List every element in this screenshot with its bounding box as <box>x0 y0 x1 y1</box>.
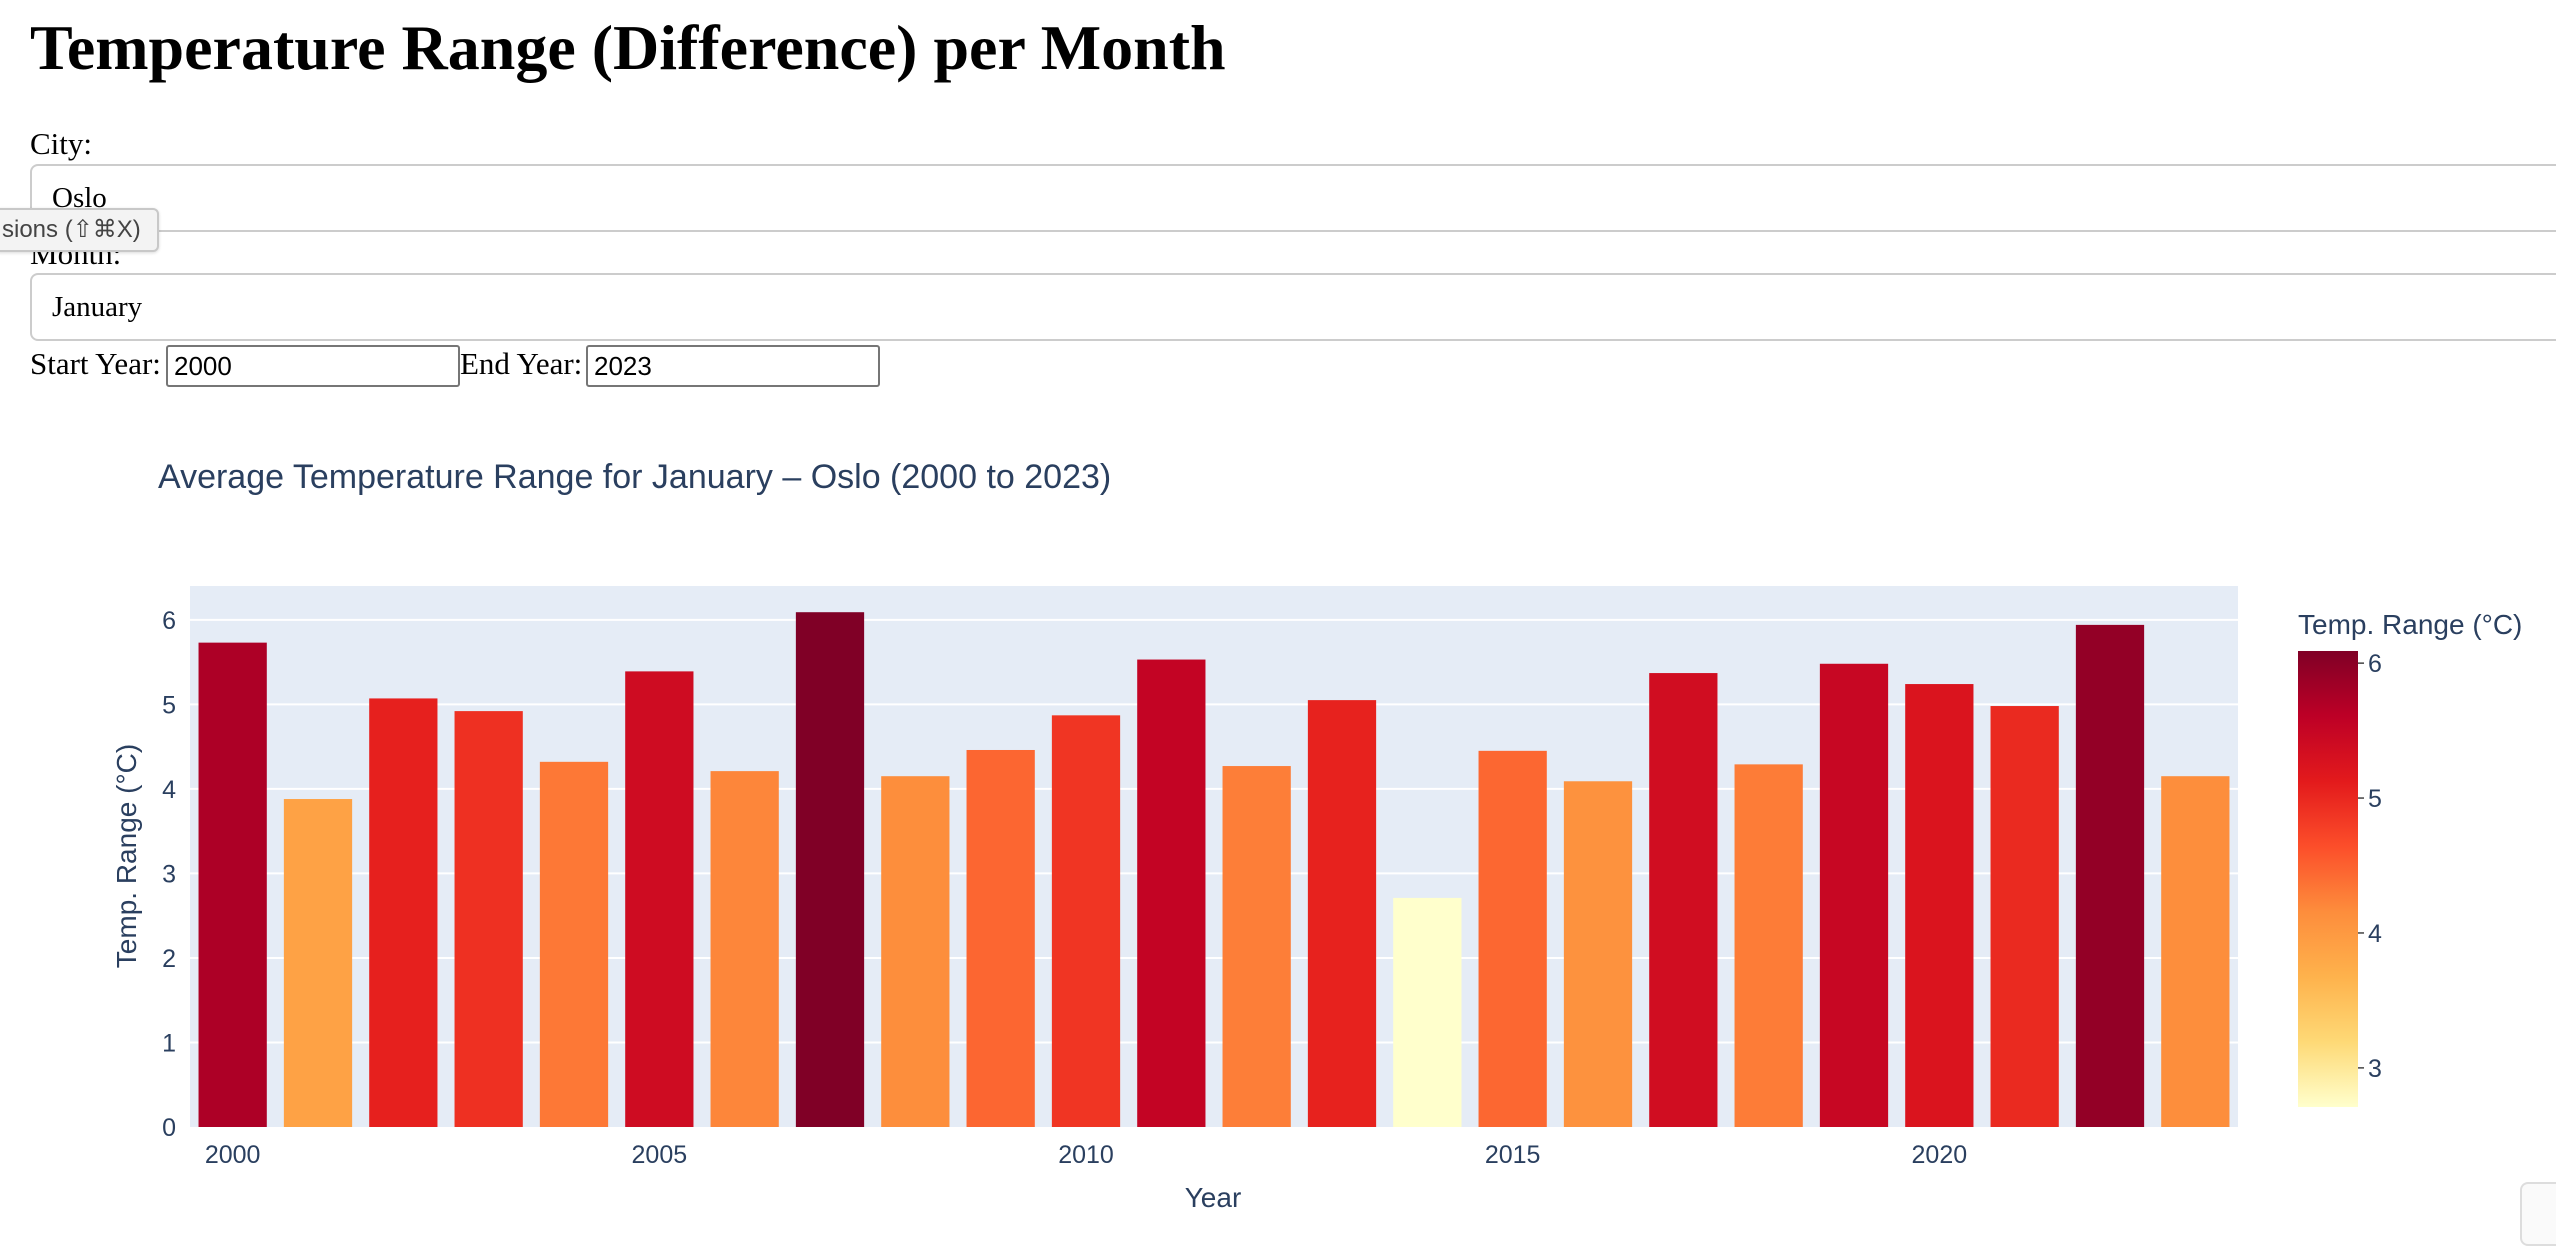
bar <box>1649 673 1718 1127</box>
x-tick-label: 2015 <box>1485 1141 1541 1169</box>
start-year-label: Start Year: <box>30 346 161 381</box>
bar <box>795 612 865 1127</box>
y-tick-label: 1 <box>162 1029 176 1057</box>
y-tick-label: 4 <box>162 776 176 804</box>
colorbar <box>2298 651 2358 1107</box>
page-title: Temperature Range (Difference) per Month <box>30 12 1226 83</box>
x-tick-label: 2005 <box>632 1141 688 1169</box>
bar <box>881 776 950 1127</box>
bar <box>1819 663 1889 1127</box>
colorbar-title: Temp. Range (°C) <box>2298 609 2522 640</box>
x-tick-label: 2010 <box>1058 1141 1114 1169</box>
x-tick-label: 2000 <box>205 1141 261 1169</box>
bar <box>710 771 779 1127</box>
shortcut-tooltip: sions (⇧⌘X) <box>0 208 159 252</box>
temperature-range-chart: Average Temperature Range for January – … <box>111 458 2522 1213</box>
month-select-value: January <box>52 291 143 323</box>
end-year-input[interactable] <box>586 345 880 387</box>
bar <box>2075 624 2145 1127</box>
bar <box>1137 659 1206 1127</box>
bar <box>1563 781 1633 1127</box>
bar <box>369 698 438 1127</box>
y-axis-label: Temp. Range (°C) <box>111 744 142 968</box>
bar <box>1051 715 1121 1127</box>
city-label: City: <box>30 126 93 161</box>
bar <box>1307 700 1377 1127</box>
x-tick-label: 2020 <box>1912 1141 1968 1169</box>
plot-area <box>190 586 2238 1127</box>
bar <box>1478 750 1547 1127</box>
chart-title: Average Temperature Range for January – … <box>158 458 1111 496</box>
colorbar-tick-label: 4 <box>2368 920 2382 948</box>
bar <box>198 642 267 1127</box>
bar <box>539 761 609 1127</box>
bar <box>1734 764 1803 1127</box>
y-tick-label: 6 <box>162 607 176 635</box>
y-tick-label: 3 <box>162 860 176 888</box>
bar <box>283 799 353 1127</box>
month-select[interactable]: January ▾ <box>30 273 2556 341</box>
y-tick-label: 5 <box>162 691 176 719</box>
bar <box>1905 684 1974 1127</box>
city-select[interactable]: Oslo ▾ <box>30 164 2556 232</box>
bar <box>1393 897 1462 1127</box>
bar <box>1222 766 1291 1127</box>
bar <box>625 671 694 1127</box>
y-tick-label: 0 <box>162 1114 176 1142</box>
y-tick-label: 2 <box>162 945 176 973</box>
colorbar-tick-label: 3 <box>2368 1055 2382 1083</box>
bar <box>1990 706 2059 1127</box>
corner-button[interactable] <box>2520 1182 2556 1246</box>
x-axis-label: Year <box>1185 1182 1242 1213</box>
start-year-input[interactable] <box>166 345 460 387</box>
colorbar-tick-label: 6 <box>2368 650 2382 678</box>
bar <box>2161 776 2230 1127</box>
bar <box>454 711 523 1127</box>
end-year-label: End Year: <box>460 346 583 381</box>
bar <box>966 749 1035 1127</box>
colorbar-tick-label: 5 <box>2368 785 2382 813</box>
